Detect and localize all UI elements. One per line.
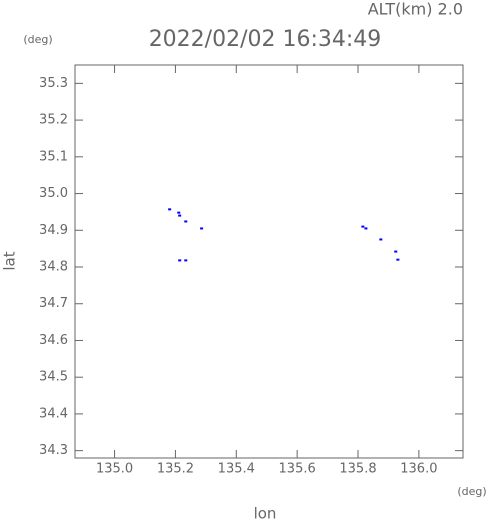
y-tick-label: 35.1 <box>39 149 68 164</box>
x-tick-label: 135.6 <box>279 462 316 477</box>
y-unit: (deg) <box>23 33 52 46</box>
point <box>364 227 368 230</box>
y-tick-label: 34.3 <box>39 443 68 458</box>
point <box>178 259 182 262</box>
x-unit: (deg) <box>457 485 486 498</box>
plot-frame <box>74 64 464 459</box>
y-tick-label: 34.9 <box>39 223 68 238</box>
x-tick-label: 136.0 <box>400 462 437 477</box>
x-tick-label: 135.2 <box>157 462 194 477</box>
x-tick-label: 135.0 <box>96 462 133 477</box>
point <box>394 250 398 253</box>
y-tick-label: 34.4 <box>39 406 68 421</box>
point <box>200 227 204 230</box>
point <box>361 225 365 228</box>
point <box>184 220 188 223</box>
y-tick-label: 34.5 <box>39 370 68 385</box>
x-tick-label: 135.8 <box>339 462 376 477</box>
x-axis-label: lon <box>254 505 277 521</box>
chart-title: 2022/02/02 16:34:49 <box>149 27 382 52</box>
point <box>178 214 182 217</box>
y-tick-label: 35.3 <box>39 76 68 91</box>
point <box>396 258 400 261</box>
point <box>184 259 188 262</box>
point <box>177 211 181 214</box>
y-tick-label: 35.2 <box>39 113 68 128</box>
y-tick-label: 35.0 <box>39 186 68 201</box>
y-tick-label: 34.6 <box>39 333 68 348</box>
point <box>379 238 383 241</box>
point <box>168 208 172 211</box>
y-axis-label: lat <box>1 251 19 270</box>
y-tick-label: 34.8 <box>39 260 68 275</box>
altitude-label: ALT(km) 2.0 <box>368 0 463 19</box>
x-tick-label: 135.4 <box>218 462 255 477</box>
y-tick-label: 34.7 <box>39 296 68 311</box>
